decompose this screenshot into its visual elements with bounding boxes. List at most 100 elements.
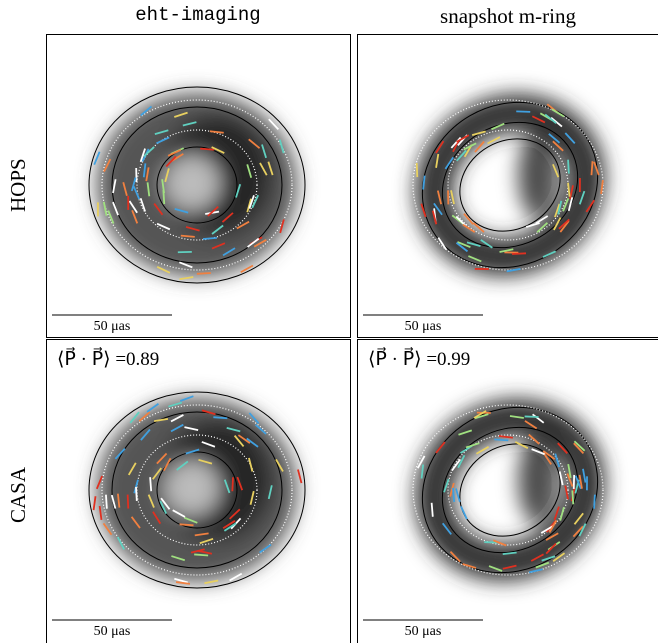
polarization-tick: [567, 159, 570, 174]
hole: [164, 460, 220, 516]
polarization-tick: [259, 543, 272, 554]
polarization-tick: [528, 433, 540, 445]
polarization-tick: [132, 185, 141, 200]
polarization-tick: [202, 237, 217, 240]
polarization-tick: [545, 532, 559, 541]
polarization-tick: [553, 506, 560, 521]
polarization-tick: [102, 522, 113, 536]
polarization-tick: [95, 475, 103, 490]
contour: [88, 86, 306, 284]
polarization-tick: [147, 494, 155, 508]
polarization-tick: [567, 182, 571, 197]
polarization-tick: [164, 168, 170, 183]
polarization-tick: [183, 516, 198, 524]
polarization-tick: [443, 478, 450, 493]
polarization-tick: [571, 490, 575, 505]
polarization-tick: [201, 441, 216, 448]
polarization-tick: [502, 564, 517, 570]
polarization-tick: [235, 183, 242, 198]
polarization-tick: [554, 203, 561, 218]
polarization-tick: [167, 149, 182, 157]
polarization-tick: [130, 516, 141, 529]
polarization-tick: [435, 153, 440, 168]
polarization-tick: [131, 210, 139, 224]
polarization-tick: [170, 423, 184, 433]
polarization-tick: [441, 522, 452, 535]
polarization-tick: [474, 140, 485, 153]
polarization-tick: [110, 494, 117, 509]
polarization-tick: [558, 471, 564, 486]
polarization-tick: [213, 416, 228, 420]
polarization-tick: [458, 429, 473, 436]
polarization-tick: [450, 136, 462, 149]
polarization-tick: [178, 261, 193, 269]
polarization-tick: [248, 412, 260, 425]
polarization-tick: [449, 482, 455, 497]
polarization-tick: [228, 508, 241, 520]
polarization-tick: [574, 475, 582, 490]
hole: [164, 155, 220, 211]
polarization-tick: [465, 442, 480, 449]
polarization-tick: [233, 435, 245, 447]
contour: [156, 451, 238, 529]
polarization-tick: [174, 577, 189, 584]
polarization-tick: [152, 511, 162, 525]
ring: [414, 398, 606, 582]
polarization-tick: [196, 272, 211, 275]
polarization-tick: [222, 520, 236, 530]
polarization-tick: [267, 485, 273, 500]
polarization-tick: [153, 417, 169, 423]
polarization-tick: [179, 276, 194, 281]
polarization-tick: [222, 247, 236, 257]
polarization-tick: [146, 402, 160, 413]
polarization-tick: [542, 450, 556, 460]
polarization-tick: [247, 237, 260, 248]
polarization-tick: [175, 581, 191, 585]
polarization-tick: [578, 523, 587, 537]
polarization-tick: [540, 525, 554, 534]
polarization-tick: [550, 117, 563, 128]
polarization-tick: [499, 248, 514, 253]
polarization-tick: [544, 113, 557, 124]
polarization-tick: [248, 138, 261, 149]
polarization-tick: [450, 190, 455, 205]
polarization-tick: [165, 155, 177, 168]
polarization-tick: [455, 242, 469, 253]
polarization-tick: [573, 440, 586, 452]
polarization-tick: [174, 208, 189, 214]
polarization-tick: [135, 486, 138, 501]
polarization-tick: [463, 142, 477, 151]
polarization-tick: [145, 167, 150, 182]
polarization-tick: [116, 536, 125, 550]
polarization-tick: [268, 118, 280, 131]
image-panel: 50 μas: [357, 34, 658, 338]
polarization-tick: [185, 448, 200, 455]
polarization-tick: [211, 242, 226, 250]
polarization-tick: [516, 110, 531, 113]
contour-dotted: [101, 99, 293, 271]
polarization-tick: [259, 162, 268, 176]
polarization-tick: [536, 222, 549, 233]
polarization-tick: [103, 158, 112, 173]
polarization-tick: [444, 156, 455, 170]
polarization-tick: [185, 226, 200, 232]
polarization-tick: [278, 139, 285, 154]
polarization-tick: [600, 179, 604, 195]
polarization-tick: [129, 411, 140, 424]
scale-bar-label: 50 μas: [404, 624, 442, 639]
contour: [156, 146, 238, 224]
polarization-tick: [184, 426, 199, 432]
contour-dotted: [447, 434, 569, 546]
polarization-tick: [171, 555, 186, 562]
scale-bar-label: 50 μas: [404, 319, 442, 334]
polarization-tick: [502, 551, 517, 556]
polarization-tick: [139, 197, 146, 212]
image-panel: 50 μas: [46, 34, 351, 338]
polarization-tick: [471, 130, 486, 137]
polarization-tick: [552, 552, 566, 562]
polarization-tick: [179, 523, 194, 527]
polarization-tick: [173, 111, 188, 118]
polarization-tick: [156, 266, 171, 274]
polarization-tick: [548, 133, 561, 144]
polarization-tick: [162, 189, 166, 205]
